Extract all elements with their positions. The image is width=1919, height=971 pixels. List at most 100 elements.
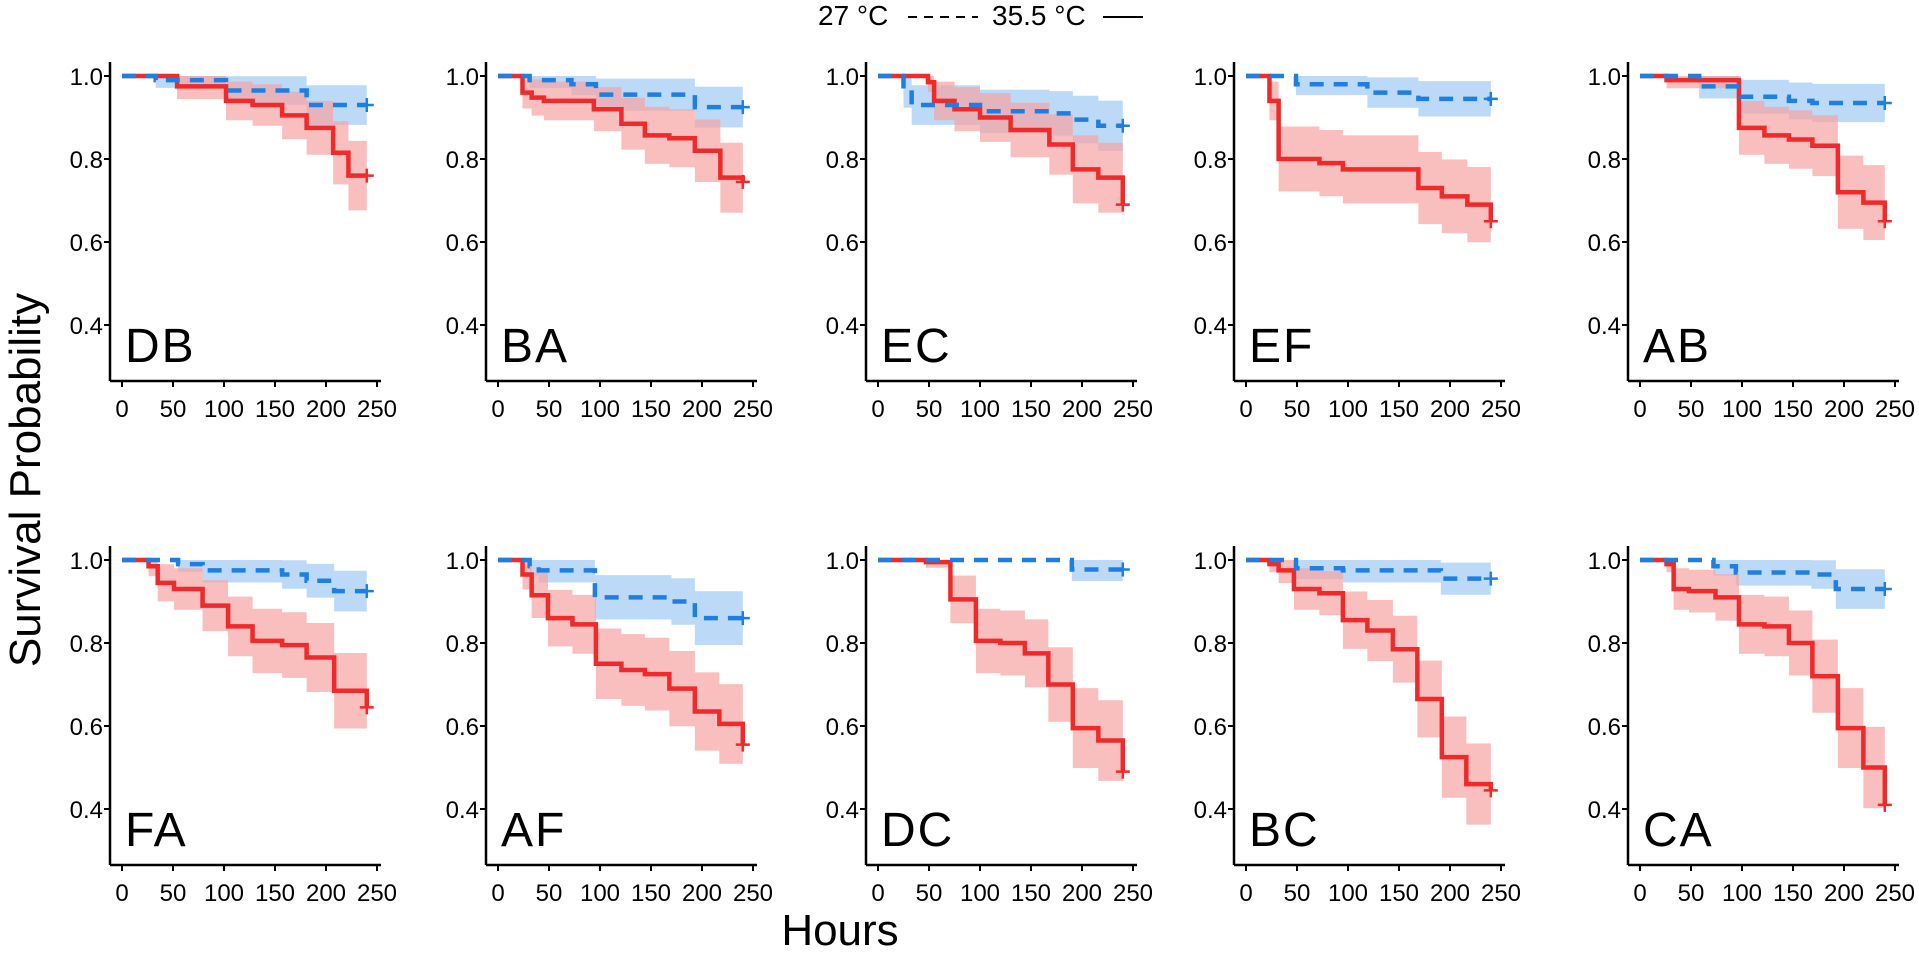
censor-mark-27c — [359, 584, 374, 599]
x-tick-label: 150 — [255, 880, 295, 907]
x-tick-label: 150 — [1011, 880, 1051, 907]
panels: 0.4 0.6 0.8 1.0 0 50 100 150 200 250 DB 0.4 0.6 0.8 1.… — [70, 62, 1915, 907]
x-tick-label: 100 — [960, 396, 1000, 423]
x-tick-label: 50 — [916, 880, 943, 907]
y-tick-label: 0.4 — [70, 313, 103, 340]
survival-curve-35c — [498, 557, 746, 745]
survival-curve-27c — [878, 73, 1123, 129]
y-tick-label: 0.6 — [1588, 714, 1621, 741]
y-tick-label: 0.8 — [70, 631, 103, 658]
x-tick-label: 0 — [1633, 396, 1646, 423]
x-tick-label: 50 — [1678, 396, 1705, 423]
y-tick-label: 0.4 — [446, 313, 479, 340]
censor-mark-35c — [1877, 214, 1892, 229]
censor-mark-27c — [1115, 118, 1130, 133]
survival-curve-35c — [122, 73, 367, 178]
x-tick-label: 100 — [1722, 880, 1762, 907]
y-tick-label: 0.8 — [1588, 147, 1621, 174]
panel-ca: 0.4 0.6 0.8 1.0 0 50 100 150 200 250 CA — [1588, 546, 1915, 907]
x-tick-label: 50 — [916, 396, 943, 423]
x-tick-label: 150 — [1379, 880, 1419, 907]
x-tick-label: 100 — [580, 880, 620, 907]
survival-curve-35c — [1246, 73, 1494, 222]
ci-band-35c — [1640, 76, 1885, 241]
y-tick-label: 1.0 — [826, 548, 859, 575]
survival-curve-27c — [122, 73, 367, 108]
x-tick-label: 150 — [631, 396, 671, 423]
y-tick-label: 1.0 — [1194, 64, 1227, 91]
x-tick-label: 150 — [1773, 880, 1813, 907]
x-tick-label: 250 — [1875, 880, 1915, 907]
censor-mark-27c — [1115, 562, 1130, 577]
censor-mark-27c — [1483, 91, 1498, 106]
panel-label: EF — [1249, 320, 1314, 373]
panel-ab: 0.4 0.6 0.8 1.0 0 50 100 150 200 250 AB — [1588, 62, 1915, 423]
survival-curve-35c — [498, 73, 746, 182]
x-tick-label: 100 — [1328, 880, 1368, 907]
x-tick-label: 50 — [1284, 880, 1311, 907]
censor-mark-35c — [1483, 214, 1498, 229]
x-tick-label: 0 — [491, 880, 504, 907]
survival-curve-35c — [122, 557, 370, 708]
survival-curve-35c — [1246, 557, 1494, 791]
y-axis-title: Survival Probability — [1, 293, 50, 667]
x-tick-label: 150 — [631, 880, 671, 907]
panel-ba: 0.4 0.6 0.8 1.0 0 50 100 150 200 250 BA — [446, 62, 773, 423]
survival-curve-27c — [1640, 73, 1885, 106]
x-tick-label: 50 — [536, 880, 563, 907]
x-tick-label: 200 — [306, 396, 346, 423]
y-tick-label: 0.8 — [1194, 147, 1227, 174]
x-tick-label: 50 — [160, 880, 187, 907]
x-tick-label: 0 — [1239, 396, 1252, 423]
x-tick-label: 250 — [1481, 396, 1521, 423]
x-axis-title: Hours — [781, 906, 898, 955]
x-tick-label: 0 — [871, 880, 884, 907]
legend: 27 °C 35.5 °C — [818, 0, 1143, 31]
y-tick-label: 0.8 — [446, 147, 479, 174]
x-tick-label: 150 — [255, 396, 295, 423]
x-tick-label: 50 — [160, 396, 187, 423]
ci-band-35c — [122, 76, 367, 211]
survival-curve-35c — [1640, 73, 1888, 222]
x-tick-label: 100 — [1722, 396, 1762, 423]
censor-mark-35c — [359, 168, 374, 183]
x-tick-label: 200 — [1062, 396, 1102, 423]
x-tick-label: 0 — [1633, 880, 1646, 907]
y-tick-label: 0.8 — [826, 147, 859, 174]
y-tick-label: 1.0 — [446, 64, 479, 91]
y-tick-label: 0.4 — [446, 797, 479, 824]
y-tick-label: 0.4 — [1588, 797, 1621, 824]
censor-mark-27c — [735, 611, 750, 626]
ci-band-35c — [878, 76, 1123, 213]
ci-band-27c — [1246, 76, 1491, 117]
y-tick-label: 0.4 — [826, 313, 859, 340]
ci-band-35c — [498, 76, 743, 213]
x-tick-label: 200 — [1824, 396, 1864, 423]
x-tick-label: 150 — [1011, 396, 1051, 423]
y-tick-label: 0.4 — [1194, 797, 1227, 824]
x-tick-label: 0 — [871, 396, 884, 423]
y-tick-label: 0.4 — [70, 797, 103, 824]
ci-band-35c — [878, 560, 1123, 781]
panel-af: 0.4 0.6 0.8 1.0 0 50 100 150 200 250 AF — [446, 546, 773, 907]
legend-label-27c: 27 °C — [818, 0, 888, 31]
censor-mark-35c — [359, 700, 374, 715]
ci-band-35c — [1246, 560, 1491, 825]
y-tick-label: 0.6 — [70, 714, 103, 741]
survival-curve-27c — [1246, 73, 1491, 102]
x-tick-label: 150 — [1379, 396, 1419, 423]
y-tick-label: 1.0 — [70, 548, 103, 575]
x-tick-label: 50 — [536, 396, 563, 423]
x-tick-label: 200 — [1430, 396, 1470, 423]
x-tick-label: 100 — [204, 396, 244, 423]
y-tick-label: 0.6 — [826, 714, 859, 741]
x-tick-label: 200 — [1062, 880, 1102, 907]
x-tick-label: 100 — [204, 880, 244, 907]
censor-mark-35c — [1483, 783, 1498, 798]
survival-curve-35c — [878, 73, 1126, 205]
x-tick-label: 250 — [733, 396, 773, 423]
censor-mark-27c — [359, 98, 374, 113]
survival-curve-27c — [498, 557, 743, 621]
ci-band-27c — [1640, 560, 1885, 609]
